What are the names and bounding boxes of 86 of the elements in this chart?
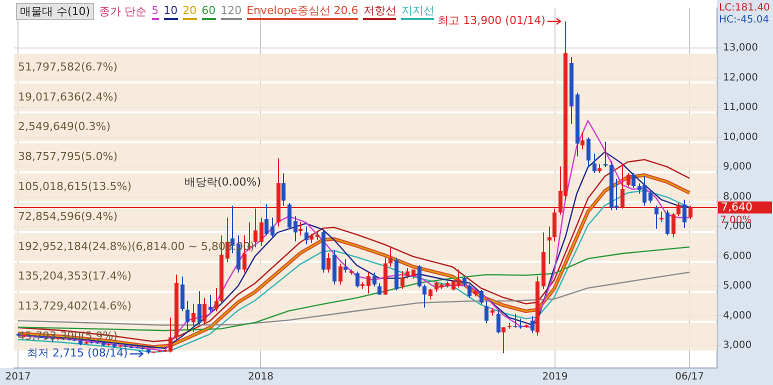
candlestick	[406, 268, 410, 280]
y-tick-label: 3,000	[723, 340, 752, 351]
candlestick	[480, 289, 484, 305]
x-tick-label: 2018	[248, 372, 274, 383]
text: 저항선	[363, 3, 396, 20]
text: 지지선	[401, 3, 434, 20]
candlestick	[198, 290, 202, 326]
candlestick	[604, 141, 608, 168]
x-tick-label: 06/17	[675, 372, 704, 383]
y-tick-label: 8,000	[723, 191, 752, 202]
y-tick-label: 13,000	[723, 42, 758, 54]
text: HC:-45.04	[719, 14, 770, 26]
annotation: 최고 13,900 (01/14)	[438, 14, 546, 28]
candlestick	[388, 246, 392, 268]
candlestick	[654, 205, 658, 230]
candlestick	[326, 252, 330, 274]
y-tick-label: 11,000	[723, 102, 758, 114]
y-tick-label: 10,000	[723, 132, 758, 143]
band-label: 2,549,649(0.3%)	[18, 120, 111, 134]
candlestick	[666, 210, 670, 236]
candlestick	[626, 172, 630, 187]
text: Envelope중심선 20.6	[246, 3, 358, 20]
text: 60	[202, 3, 216, 20]
band-label: 113,729,402(14.6%)	[18, 300, 132, 313]
annotation: 최저 2,715 (08/14)	[27, 346, 128, 360]
candlestick	[632, 172, 636, 188]
x-tick-label: 2019	[542, 372, 568, 383]
y-tick-label: 6,000	[723, 250, 752, 262]
candlestick	[338, 263, 342, 285]
y-tick-label: 12,000	[723, 72, 758, 84]
band-label: 135,204,353(17.4%)	[18, 270, 132, 283]
candlestick	[356, 271, 360, 288]
candlestick	[192, 303, 196, 333]
y-tick-label: 9,000	[723, 162, 752, 173]
text: 20	[182, 3, 197, 20]
candlestick	[428, 288, 432, 300]
y-tick-label: 4,000	[723, 310, 752, 322]
candlestick	[462, 276, 466, 287]
candlestick	[548, 226, 552, 264]
band-label: 72,854,596(9.4%)	[18, 210, 118, 223]
chart-title: 매물대 수(10)	[16, 3, 94, 20]
candlestick	[282, 172, 286, 206]
band-label: 51,797,582(6.7%)	[18, 60, 118, 74]
candlestick	[422, 284, 426, 308]
candlestick	[214, 288, 218, 312]
annotation: 배당락(0.00%)	[184, 176, 262, 189]
candlestick	[592, 153, 596, 174]
band-label: 45,793,300(5.9%)	[18, 330, 118, 343]
candlestick	[586, 136, 590, 168]
x-tick-label: 2017	[5, 372, 31, 383]
candlestick	[484, 300, 488, 324]
y-tick-label: 5,000	[723, 280, 752, 292]
candlestick	[270, 217, 274, 238]
band-label: 38,757,795(5.0%)	[18, 150, 118, 164]
candlestick	[580, 131, 584, 150]
text: LC:181.40	[719, 2, 770, 14]
y-tick-label: 7,000	[723, 221, 752, 232]
candlestick	[682, 199, 686, 228]
candlestick	[660, 211, 664, 223]
candlestick	[366, 272, 370, 294]
candlestick	[400, 270, 404, 290]
candlestick	[298, 222, 302, 236]
candlestick	[496, 309, 500, 334]
candlestick	[418, 264, 422, 288]
candlestick	[304, 226, 308, 245]
candlestick	[378, 282, 382, 296]
text: 5	[152, 3, 159, 20]
legend-title: 종가 단순	[99, 4, 147, 19]
candlestick	[264, 204, 268, 236]
band-label: 19,017,636(2.4%)	[18, 90, 118, 104]
candlestick	[502, 326, 506, 354]
candlestick	[186, 300, 190, 332]
candlestick	[260, 217, 264, 246]
candlestick	[530, 316, 534, 334]
candlestick	[372, 272, 376, 288]
text: 120	[220, 3, 242, 20]
candlestick	[202, 297, 206, 326]
candlestick	[288, 202, 292, 230]
candlestick	[344, 258, 348, 274]
band-label: 105,018,615(13.5%)	[18, 180, 132, 194]
candlestick	[468, 284, 472, 298]
ref-line-label: 7,640	[721, 200, 752, 214]
candlestick	[294, 216, 298, 242]
candlestick	[672, 212, 676, 238]
candlestick	[648, 190, 652, 204]
text: 10	[164, 3, 178, 20]
